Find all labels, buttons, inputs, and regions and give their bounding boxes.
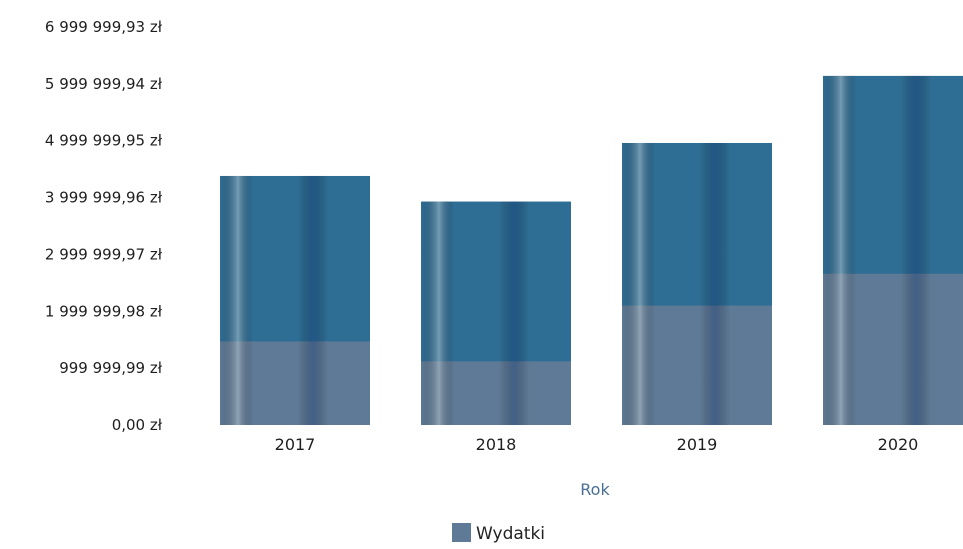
x-tick-label: 2020 <box>878 435 919 454</box>
y-tick-label: 0,00 zł <box>112 416 163 434</box>
y-tick-label: 4 999 999,95 zł <box>45 132 163 150</box>
bar[interactable] <box>823 75 963 425</box>
y-tick-label: 1 999 999,98 zł <box>45 302 163 320</box>
y-tick-label: 2 999 999,97 zł <box>45 245 163 263</box>
legend[interactable]: Wydatki <box>452 523 545 544</box>
bar-texture <box>622 142 772 425</box>
bar[interactable] <box>622 142 772 425</box>
legend-label: Wydatki <box>476 524 545 544</box>
y-tick-label: 3 999 999,96 zł <box>45 189 163 207</box>
x-tick-label: 2019 <box>677 435 718 454</box>
x-tick-label: 2017 <box>275 435 316 454</box>
bars <box>220 75 963 425</box>
y-tick-label: 999 999,99 zł <box>59 359 163 377</box>
bar-texture <box>823 75 963 425</box>
bar-texture <box>220 175 370 425</box>
bar[interactable] <box>220 175 370 425</box>
y-tick-label: 5 999 999,94 zł <box>45 75 163 93</box>
y-axis-ticks: 0,00 zł 999 999,99 zł 1 999 999,98 zł 2 999… <box>45 18 163 434</box>
y-tick-label: 6 999 999,93 zł <box>45 18 163 36</box>
x-axis-title: Rok <box>580 480 610 499</box>
bar-texture <box>421 201 571 425</box>
legend-swatch <box>452 523 471 542</box>
bar[interactable] <box>421 201 571 425</box>
x-tick-label: 2018 <box>476 435 517 454</box>
x-axis-ticks: 2017 2018 2019 2020 <box>275 435 919 454</box>
